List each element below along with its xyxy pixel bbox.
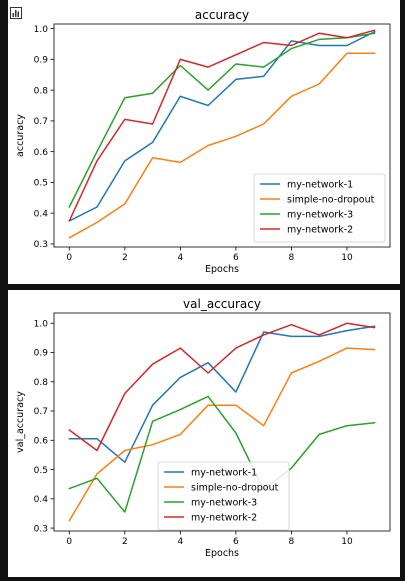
y-tick-label: 0.4	[34, 209, 49, 219]
series-line-simple-no-dropout	[68, 52, 376, 239]
x-tick-label: 0	[66, 537, 72, 547]
series-line-my-network-1	[68, 30, 376, 222]
x-tick-label: 2	[122, 537, 128, 547]
bar-chart-icon[interactable]	[10, 4, 22, 19]
y-tick-label: 0.8	[34, 378, 49, 388]
y-tick-label: 0.7	[34, 117, 48, 127]
legend-label: my-network-2	[287, 224, 353, 235]
val-accuracy-chart: val_accuracy 0 2 4 6 8 10 0.3 0.4 0.5 0.6 0.7 0.8 0.9…	[15, 297, 391, 559]
y-axis-label: val_accuracy	[15, 391, 26, 453]
y-tick-label: 0.9	[34, 56, 49, 66]
x-tick-label: 4	[177, 253, 183, 263]
y-tick-label: 1.0	[34, 319, 49, 329]
plot-frame	[53, 23, 391, 248]
y-tick-label: 0.3	[34, 240, 48, 250]
legend-box	[157, 461, 290, 531]
series-line-my-network-2	[68, 322, 376, 452]
legend-label: my-network-3	[191, 497, 257, 508]
legend-label: my-network-2	[191, 512, 257, 523]
legend-label: my-network-1	[191, 467, 257, 478]
x-tick-label: 8	[289, 253, 295, 263]
chart-title: val_accuracy	[183, 297, 261, 311]
x-tick-label: 6	[233, 253, 239, 263]
val-accuracy-panel: val_accuracy 0 2 4 6 8 10 0.3 0.4 0.5 0.6 0.7 0.8 0.9…	[8, 290, 400, 577]
legend-label: simple-no-dropout	[191, 482, 279, 493]
series-line-my-network-1	[68, 325, 376, 463]
series-line-my-network-2	[68, 29, 376, 222]
legend-label: my-network-3	[287, 209, 353, 220]
y-tick-label: 0.9	[34, 349, 49, 359]
series-line-my-network-3	[68, 32, 376, 208]
legend-label: my-network-1	[287, 179, 353, 190]
x-tick-label: 8	[289, 537, 295, 547]
y-tick-label: 0.5	[34, 466, 48, 476]
y-tick-label: 0.6	[34, 436, 49, 446]
x-axis-label: Epochs	[205, 548, 239, 559]
x-tick-label: 2	[122, 253, 128, 263]
y-tick-label: 1.0	[34, 25, 49, 35]
y-axis-label: accuracy	[15, 114, 26, 157]
accuracy-panel: accuracy 0 2 4 6 8 10 0.3 0.4 0.5 0.6 0.7 0.8 0.9 1.0 E…	[8, 0, 400, 284]
x-tick-label: 6	[233, 537, 239, 547]
series-line-my-network-3	[68, 395, 376, 513]
y-tick-label: 0.7	[34, 407, 48, 417]
accuracy-chart: accuracy 0 2 4 6 8 10 0.3 0.4 0.5 0.6 0.7 0.8 0.9 1.0 E…	[15, 8, 391, 275]
x-axis-label: Epochs	[205, 264, 239, 275]
y-tick-label: 0.6	[34, 148, 49, 158]
legend-label: simple-no-dropout	[287, 194, 375, 205]
y-tick-label: 0.5	[34, 179, 48, 189]
x-tick-label: 10	[341, 253, 353, 263]
y-tick-label: 0.8	[34, 86, 49, 96]
y-tick-label: 0.4	[34, 495, 49, 505]
x-tick-label: 0	[66, 253, 72, 263]
x-tick-label: 10	[341, 537, 353, 547]
x-tick-label: 4	[177, 537, 183, 547]
plot-frame	[53, 312, 391, 532]
legend-box	[253, 173, 386, 243]
y-tick-label: 0.3	[34, 524, 48, 534]
series-line-simple-no-dropout	[68, 347, 376, 522]
chart-title: accuracy	[195, 8, 249, 22]
